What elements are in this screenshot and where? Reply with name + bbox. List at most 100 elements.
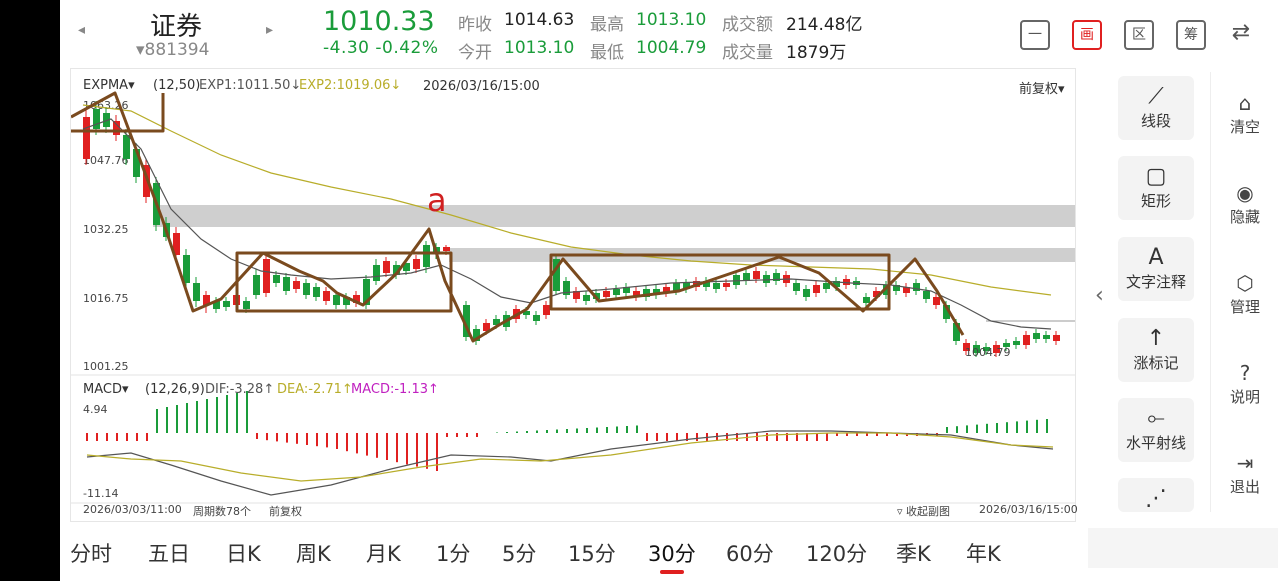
tab-2[interactable]: 日K xyxy=(226,542,261,566)
manage-button[interactable]: ⬡ 管理 xyxy=(1211,270,1278,317)
candle-body xyxy=(463,305,470,337)
collapse-tools-icon[interactable]: ‹ xyxy=(1095,283,1104,308)
main-indicator-select[interactable]: EXPMA▾ xyxy=(83,78,135,93)
tab-11[interactable]: 季K xyxy=(896,542,931,566)
adjust-select[interactable]: 前复权▾ xyxy=(1019,82,1065,97)
tool-label: 水平射线 xyxy=(1125,434,1186,452)
tool-text-note[interactable]: A 文字注释 xyxy=(1118,237,1194,301)
candle-body xyxy=(533,315,540,321)
candle-body xyxy=(1023,335,1030,345)
stat-value-volume: 1879万 xyxy=(786,43,847,63)
candle-body xyxy=(573,291,580,299)
tool-label: 涨标记 xyxy=(1133,354,1179,372)
draw-icon[interactable]: 画 xyxy=(1072,20,1102,50)
exp2-value: EXP2:1019.06↓ xyxy=(299,78,402,93)
macd-y-max: 4.94 xyxy=(83,403,108,416)
candle-body xyxy=(213,301,220,309)
current-price: 1010.33 xyxy=(323,6,435,37)
candle-body xyxy=(93,109,100,129)
y-tick-5: 1001.25 xyxy=(83,360,129,373)
candle-body xyxy=(223,301,230,307)
tab-0[interactable]: 分时 xyxy=(70,542,112,566)
stat-label-open: 今开 xyxy=(458,43,492,63)
tab-8[interactable]: 30分 xyxy=(648,542,696,566)
hide-button[interactable]: ◉ 隐藏 xyxy=(1211,180,1278,227)
candle-body xyxy=(923,291,930,299)
clear-icon: ⌂ xyxy=(1238,91,1252,115)
zone-icon[interactable]: 区 xyxy=(1124,20,1154,50)
kline-chart-panel[interactable]: EXPMA▾ (12,50) EXP1:1011.50↓ EXP2:1019.0… xyxy=(70,68,1078,522)
candle-body xyxy=(293,281,300,289)
side-actions: ⌂ 清空 ◉ 隐藏 ⬡ 管理 ? 说明 ⇥ 退出 xyxy=(1210,72,1278,512)
candle-body xyxy=(123,135,130,159)
candle-body xyxy=(373,265,380,281)
y-tick-3: 1032.25 xyxy=(83,223,129,236)
candle-body xyxy=(683,283,690,289)
tab-6[interactable]: 5分 xyxy=(502,542,537,566)
collapse-subchart-button[interactable]: ▿ 收起副图 xyxy=(897,505,951,518)
candle-body xyxy=(813,285,820,293)
stat-value-turnover: 214.48亿 xyxy=(786,15,863,35)
tab-3[interactable]: 周K xyxy=(296,542,331,566)
candle-body xyxy=(1013,341,1020,345)
period-tabs: 分时 五日 日K 周K 月K 1分 5分 15分 30分 60分 120分 季K 年K xyxy=(60,528,1278,581)
next-stock-icon[interactable]: ▸ xyxy=(266,22,274,38)
macd-value: MACD:-1.13↑ xyxy=(351,382,439,397)
tab-7[interactable]: 15分 xyxy=(568,542,616,566)
chip-icon[interactable]: 筹 xyxy=(1176,20,1206,50)
rotate-icon[interactable]: ⇄ xyxy=(1231,20,1251,45)
candle-body xyxy=(353,295,360,303)
candle-body xyxy=(83,117,90,159)
exp1-value: EXP1:1011.50↓ xyxy=(199,78,302,93)
consolidation-box-1 xyxy=(235,251,453,313)
candle-body xyxy=(723,283,730,287)
stat-value-open: 1013.10 xyxy=(504,38,575,58)
candle-body xyxy=(873,291,880,297)
tool-more[interactable]: ⋰ xyxy=(1118,478,1194,512)
candle-body xyxy=(753,271,760,279)
tab-4[interactable]: 月K xyxy=(366,542,401,566)
minus-icon[interactable]: 一 xyxy=(1020,20,1050,50)
tab-12[interactable]: 年K xyxy=(966,542,1001,566)
candle-body xyxy=(243,301,250,309)
candle-body xyxy=(733,275,740,285)
kline-canvas[interactable] xyxy=(71,69,1075,521)
active-tab-indicator xyxy=(660,570,684,574)
tool-rectangle[interactable]: ▢ 矩形 xyxy=(1118,156,1194,220)
help-button[interactable]: ? 说明 xyxy=(1211,360,1278,407)
y-tick-2: 1047.76 xyxy=(83,154,129,167)
candle-body xyxy=(523,311,530,315)
candle-body xyxy=(193,283,200,301)
candle-body xyxy=(563,281,570,295)
crosshair-datetime: 2026/03/16/15:00 xyxy=(423,79,540,94)
sub-indicator-select[interactable]: MACD▾ xyxy=(83,382,129,397)
candle-body xyxy=(443,247,450,251)
tab-1[interactable]: 五日 xyxy=(148,542,190,566)
stock-code[interactable]: ▾881394 xyxy=(136,40,210,60)
exit-button[interactable]: ⇥ 退出 xyxy=(1211,450,1278,497)
exp1-line xyxy=(82,118,1052,330)
candle-body xyxy=(763,275,770,283)
candle-body xyxy=(843,279,850,285)
tab-5[interactable]: 1分 xyxy=(436,542,471,566)
clear-button[interactable]: ⌂ 清空 xyxy=(1211,90,1278,137)
candle-body xyxy=(663,287,670,293)
macd-y-min: -11.14 xyxy=(83,487,119,500)
tool-up-mark[interactable]: ↑ 涨标记 xyxy=(1118,318,1194,382)
tool-line-segment[interactable]: ⟋ 线段 xyxy=(1118,76,1194,140)
candle-body xyxy=(273,275,280,283)
candle-body xyxy=(1053,335,1060,341)
tab-10[interactable]: 120分 xyxy=(806,542,868,566)
side-label: 退出 xyxy=(1229,478,1260,496)
prev-stock-icon[interactable]: ◂ xyxy=(78,22,86,38)
tab-9[interactable]: 60分 xyxy=(726,542,774,566)
candle-body xyxy=(283,277,290,291)
more-tool-icon: ⋰ xyxy=(1145,486,1167,511)
candle-body xyxy=(953,323,960,341)
candle-body xyxy=(893,285,900,291)
stat-label-volume: 成交量 xyxy=(722,43,773,63)
candle-body xyxy=(583,295,590,301)
tool-label: 矩形 xyxy=(1140,192,1171,210)
candle-body xyxy=(323,291,330,301)
tool-horizontal-ray[interactable]: ⟜ 水平射线 xyxy=(1118,398,1194,462)
